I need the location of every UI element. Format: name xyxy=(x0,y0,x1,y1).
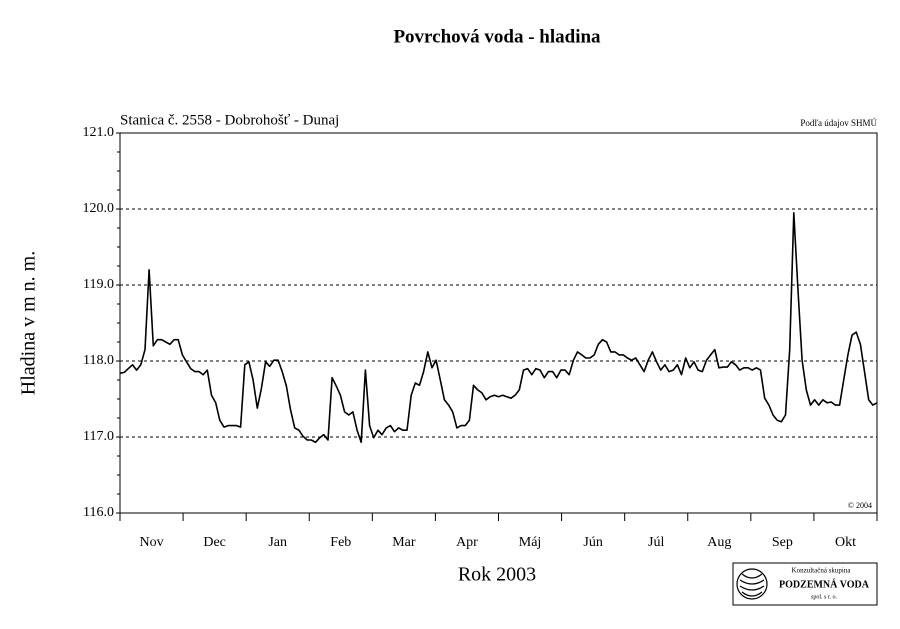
chart-subtitle: Stanica č. 2558 - Dobrohošť - Dunaj xyxy=(120,112,339,128)
y-tick-label: 120.0 xyxy=(83,201,115,216)
x-tick-label: Dec xyxy=(203,535,226,550)
x-tick-label: Jún xyxy=(583,535,602,550)
y-tick-label: 118.0 xyxy=(83,353,114,368)
x-tick-label: Okt xyxy=(835,535,856,550)
x-tick-label: Nov xyxy=(139,535,163,550)
x-axis-label: Rok 2003 xyxy=(458,564,536,586)
source-note: Podľa údajov SHMÚ xyxy=(800,118,877,128)
y-tick-label: 116.0 xyxy=(83,505,114,520)
chart-title: Povrchová voda - hladina xyxy=(393,26,601,47)
y-tick-label: 121.0 xyxy=(83,125,115,140)
data-line xyxy=(119,212,878,444)
logo-icon xyxy=(736,568,768,600)
x-tick-label: Feb xyxy=(330,535,351,550)
x-tick-label: Máj xyxy=(519,535,542,550)
x-tick-label: Sep xyxy=(772,535,793,550)
plot-frame xyxy=(119,132,878,514)
logo-line1: Konzultačná skupina xyxy=(792,567,852,575)
x-tick-label: Jan xyxy=(268,535,287,550)
y-tick-label: 119.0 xyxy=(83,277,114,292)
logo-line3: spol. s r. o. xyxy=(811,594,838,600)
y-tick-label: 117.0 xyxy=(83,429,114,444)
logo-line2: PODZEMNÁ VODA xyxy=(779,578,870,590)
x-tick-label: Apr xyxy=(456,535,478,550)
y-axis-label: Hladina v m n. m. xyxy=(18,251,40,395)
x-tick-label: Mar xyxy=(392,535,416,550)
x-tick-label: Aug xyxy=(707,535,731,550)
copyright: © 2004 xyxy=(848,501,872,510)
x-tick-label: Júl xyxy=(648,535,664,550)
logo: Konzultačná skupina PODZEMNÁ VODA spol. … xyxy=(732,562,878,606)
